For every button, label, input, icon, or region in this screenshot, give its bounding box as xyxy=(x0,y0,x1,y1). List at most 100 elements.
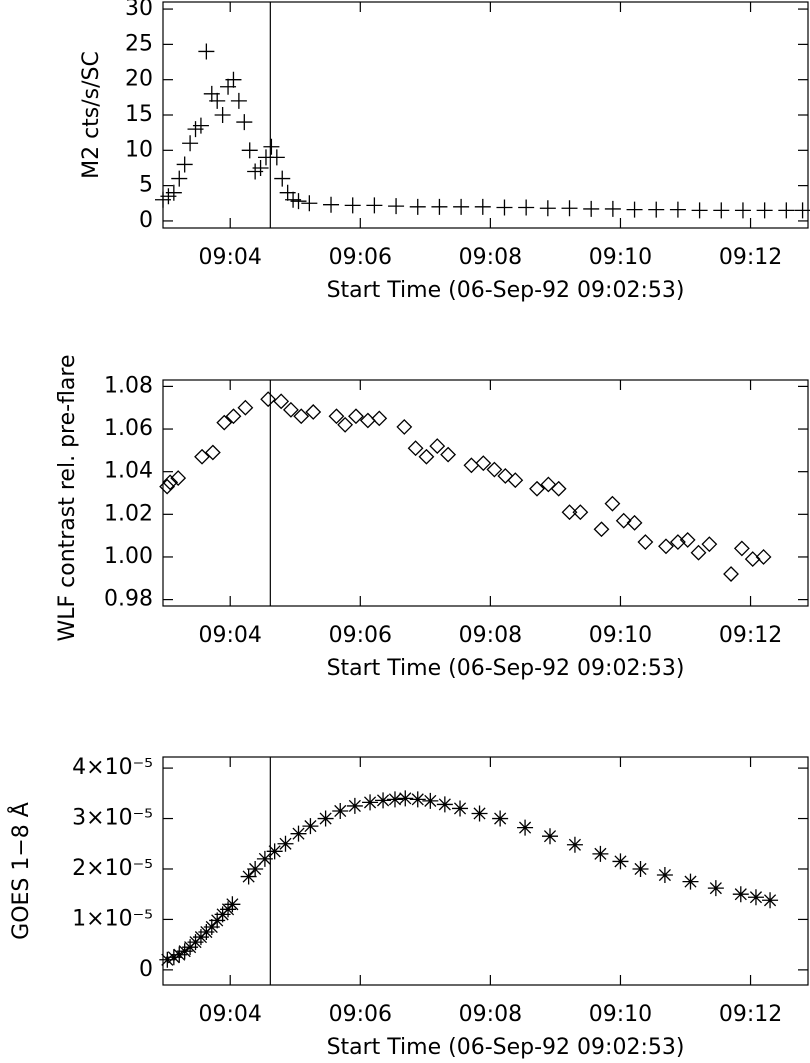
data-point xyxy=(165,184,182,201)
data-point xyxy=(241,142,258,159)
data-point xyxy=(290,193,307,210)
data-point xyxy=(486,461,503,478)
data-point xyxy=(328,408,345,425)
data-point xyxy=(386,791,403,808)
data-point xyxy=(216,414,233,431)
y-tick-label: 1.08 xyxy=(104,373,153,398)
data-point xyxy=(497,468,514,484)
x-tick-label: 09:08 xyxy=(459,623,522,648)
y-axis-label: WLF contrast rel. pre-flare xyxy=(55,354,80,641)
data-point xyxy=(159,951,176,968)
data-point xyxy=(734,202,751,219)
data-point xyxy=(209,92,226,109)
data-point xyxy=(615,512,632,529)
data-point xyxy=(682,873,699,890)
data-point xyxy=(612,853,629,870)
data-point xyxy=(266,843,283,860)
data-point xyxy=(431,198,448,215)
data-point xyxy=(669,201,686,218)
data-point xyxy=(604,495,621,512)
data-point xyxy=(225,71,242,88)
data-point xyxy=(240,868,257,885)
data-point xyxy=(691,202,708,219)
x-tick-label: 09:12 xyxy=(719,623,782,648)
data-point xyxy=(192,117,209,134)
data-point xyxy=(409,791,426,808)
data-point xyxy=(471,805,488,822)
data-point xyxy=(268,149,285,166)
data-point xyxy=(507,472,524,489)
data-point xyxy=(707,880,724,897)
data-point xyxy=(475,455,492,472)
data-point xyxy=(517,819,534,836)
data-point xyxy=(204,444,221,461)
data-point xyxy=(407,440,424,457)
data-point xyxy=(176,156,193,173)
plot-frame xyxy=(162,1,809,229)
data-point xyxy=(252,159,269,176)
x-tick-label: 09:08 xyxy=(459,1002,522,1027)
data-point xyxy=(452,800,469,817)
y-axis-label: GOES 1−8 Å xyxy=(7,802,34,940)
data-point xyxy=(198,43,215,60)
data-point xyxy=(529,480,545,497)
data-point xyxy=(566,836,583,853)
data-point xyxy=(756,202,773,219)
data-point xyxy=(317,810,334,827)
data-point xyxy=(323,196,340,213)
x-tick-label: 09:12 xyxy=(719,245,782,270)
data-point xyxy=(344,197,361,214)
data-point xyxy=(572,504,589,521)
data-point xyxy=(637,534,654,550)
data-point xyxy=(429,438,446,455)
data-point xyxy=(422,792,439,809)
data-point xyxy=(263,138,280,155)
data-point xyxy=(592,845,609,862)
x-tick-label: 09:06 xyxy=(329,245,392,270)
data-point xyxy=(744,551,761,568)
data-point xyxy=(732,886,749,903)
data-point xyxy=(397,790,414,807)
data-point xyxy=(396,418,413,435)
data-point xyxy=(337,416,354,433)
data-point xyxy=(626,514,643,531)
y-tick-label: 1×10⁻⁵ xyxy=(72,906,153,931)
data-point xyxy=(282,401,299,418)
x-tick-label: 09:06 xyxy=(329,1002,392,1027)
data-point xyxy=(302,818,319,835)
data-point xyxy=(723,566,739,582)
data-point xyxy=(762,892,779,909)
data-point xyxy=(290,825,307,842)
data-point xyxy=(194,448,210,465)
data-point xyxy=(170,470,187,486)
data-point xyxy=(755,549,772,565)
data-point xyxy=(539,200,556,217)
y-tick-label: 3×10⁻⁵ xyxy=(72,806,153,831)
data-point xyxy=(165,949,182,966)
data-point xyxy=(247,860,264,877)
data-point xyxy=(669,534,686,550)
data-point xyxy=(463,457,480,474)
data-point xyxy=(496,199,513,216)
data-point xyxy=(690,544,707,561)
data-point xyxy=(237,399,254,416)
data-point xyxy=(542,828,558,845)
data-point xyxy=(436,796,453,813)
data-point xyxy=(658,538,674,555)
x-tick-label: 09:10 xyxy=(589,245,652,270)
data-point xyxy=(747,889,764,906)
data-point xyxy=(236,114,253,131)
data-point xyxy=(453,198,470,215)
data-point xyxy=(230,92,247,109)
data-point xyxy=(293,408,310,425)
x-tick-label: 09:12 xyxy=(719,1002,782,1027)
x-tick-label: 09:06 xyxy=(329,623,392,648)
y-tick-label: 15 xyxy=(125,102,153,127)
data-point xyxy=(604,200,621,217)
data-point xyxy=(162,474,179,491)
data-point xyxy=(346,797,363,814)
y-tick-label: 0.98 xyxy=(104,587,153,612)
data-point xyxy=(274,170,291,187)
x-axis-label: Start Time (06-Sep-92 09:02:53) xyxy=(327,1035,685,1060)
